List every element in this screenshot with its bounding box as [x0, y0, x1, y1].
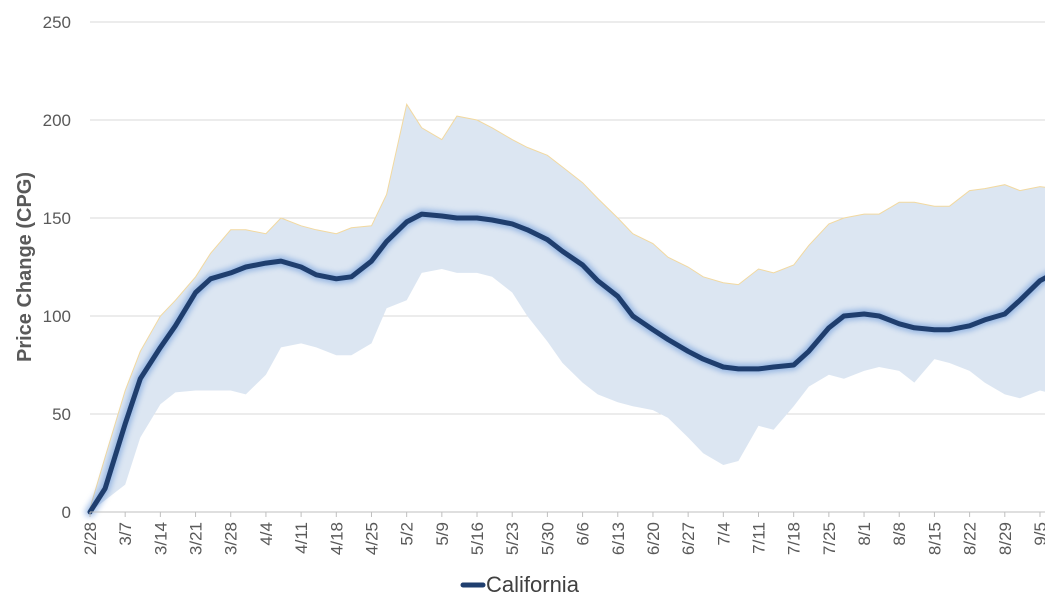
axes — [89, 511, 1045, 517]
legend: California — [460, 572, 580, 597]
series-layer — [85, 209, 1045, 517]
x-tick-8/29: 8/29 — [996, 522, 1015, 555]
x-tick-6/20: 6/20 — [644, 522, 663, 555]
x-tick-5/23: 5/23 — [503, 522, 522, 555]
y-tick-0: 0 — [62, 503, 71, 522]
y-tick-50: 50 — [52, 405, 71, 424]
x-tick-3/21: 3/21 — [187, 522, 206, 555]
x-tick-7/4: 7/4 — [714, 522, 733, 546]
range-band — [89, 103, 1045, 512]
range-band-upper-edge — [89, 103, 1045, 509]
y-tick-labels: 0 50 100 150 200 250 — [43, 13, 71, 522]
x-tick-labels: 2/28 3/7 3/14 3/21 3/28 4/4 4/11 4/18 4/25 5/2 5/9… — [81, 522, 1045, 555]
x-tick-2/28: 2/28 — [81, 522, 100, 555]
x-tick-6/13: 6/13 — [609, 522, 628, 555]
x-tick-6/6: 6/6 — [574, 522, 593, 546]
x-tick-5/2: 5/2 — [398, 522, 417, 546]
x-tick-8/1: 8/1 — [855, 522, 874, 546]
y-tick-150: 150 — [43, 209, 71, 228]
x-tick-9/5: 9/5 — [1031, 522, 1045, 546]
x-tick-5/30: 5/30 — [538, 522, 557, 555]
x-tick-8/15: 8/15 — [925, 522, 944, 555]
x-tick-8/22: 8/22 — [961, 522, 980, 555]
x-tick-4/4: 4/4 — [257, 522, 276, 546]
x-tick-7/18: 7/18 — [785, 522, 804, 555]
x-tick-8/8: 8/8 — [890, 522, 909, 546]
y-tick-250: 250 — [43, 13, 71, 32]
x-tick-7/25: 7/25 — [820, 522, 839, 555]
range-band-area — [90, 104, 1045, 512]
x-tick-3/14: 3/14 — [151, 522, 170, 555]
y-axis-label: Price Change (CPG) — [14, 172, 36, 362]
x-tick-7/11: 7/11 — [750, 522, 769, 554]
x-tick-5/16: 5/16 — [468, 522, 487, 555]
y-tick-100: 100 — [43, 307, 71, 326]
legend-label-california: California — [486, 572, 580, 597]
x-tick-4/18: 4/18 — [327, 522, 346, 555]
x-tick-5/9: 5/9 — [433, 522, 452, 546]
x-tick-4/25: 4/25 — [362, 522, 381, 555]
series-line-california — [87, 211, 1045, 515]
x-tick-4/11: 4/11 — [292, 522, 311, 554]
y-tick-200: 200 — [43, 111, 71, 130]
x-tick-3/7: 3/7 — [116, 522, 135, 546]
x-tick-6/27: 6/27 — [679, 522, 698, 555]
x-tick-3/28: 3/28 — [222, 522, 241, 555]
